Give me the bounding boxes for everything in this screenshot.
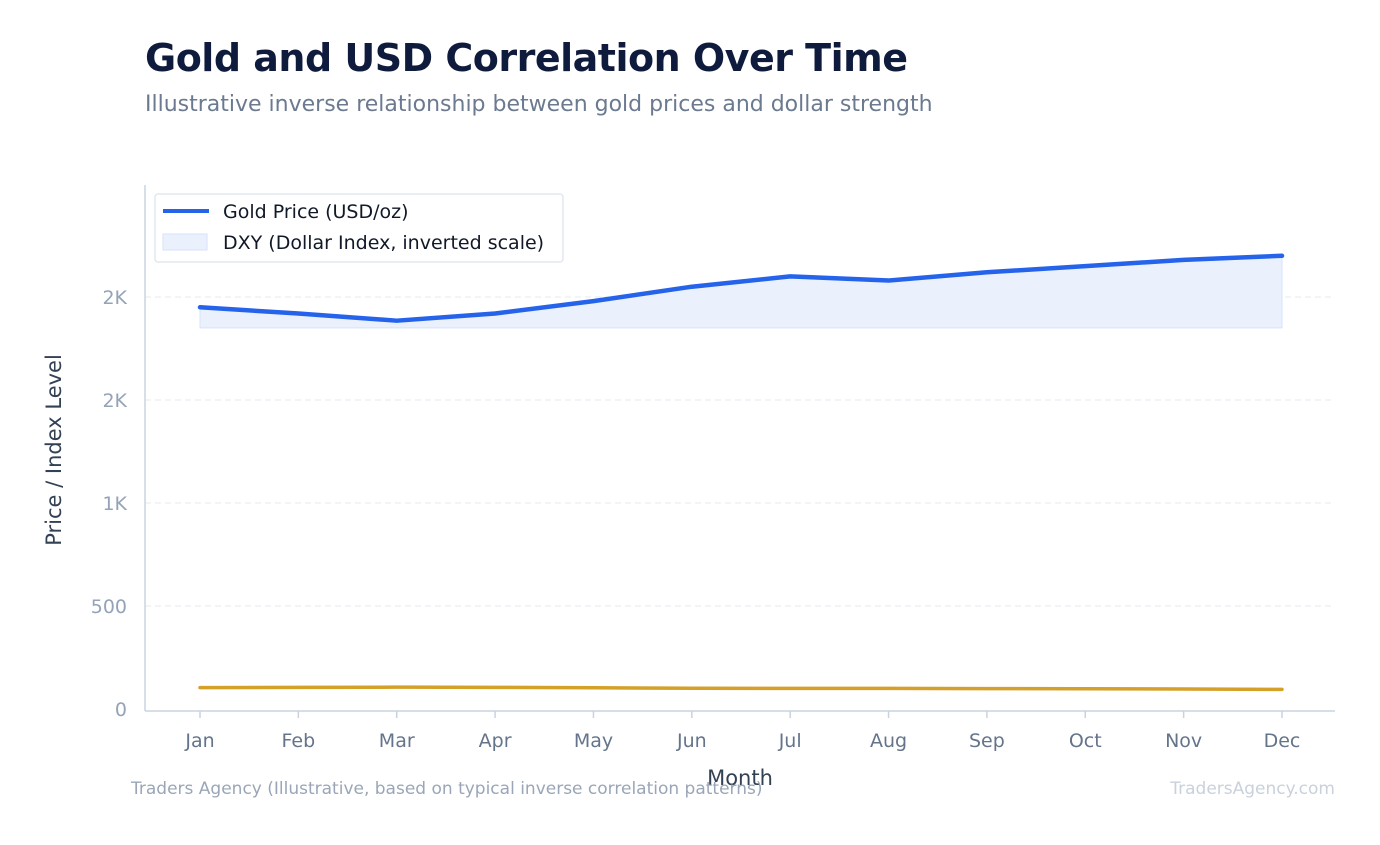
x-tick-label: Mar (379, 730, 415, 752)
x-tick-label: Feb (282, 730, 316, 752)
x-tick-label: Apr (479, 730, 512, 752)
y-tick-label: 1K (102, 493, 127, 515)
y-tick-label: 2K (102, 390, 127, 412)
x-tick-label: Sep (969, 730, 1005, 752)
series-lines (197, 253, 1285, 692)
x-axis-label: Month (707, 766, 773, 790)
legend-dxy-label: DXY (Dollar Index, inverted scale) (223, 232, 544, 254)
chart-title: Gold and USD Correlation Over Time (145, 36, 908, 80)
x-tick-label: Aug (870, 730, 907, 752)
x-tick-label: Dec (1264, 730, 1301, 752)
legend: Gold Price (USD/oz) DXY (Dollar Index, i… (154, 193, 564, 263)
x-tick-label: Oct (1069, 730, 1102, 752)
y-tick-labels: 0 500 1K 2K 2K (91, 287, 128, 721)
x-tick-label: Jun (676, 730, 707, 752)
y-axis-label: Price / Index Level (42, 354, 66, 546)
gridlines (145, 296, 1335, 607)
y-tick-label: 500 (91, 596, 127, 618)
x-tick-labels: Jan Feb Mar Apr May Jun Jul Aug Sep Oct Nov Dec (184, 711, 1300, 752)
legend-gold-label: Gold Price (USD/oz) (223, 201, 409, 223)
dxy-line (198, 685, 1284, 692)
x-tick-label: Nov (1165, 730, 1202, 752)
gold-price-line (197, 253, 1285, 323)
x-tick-label: Jul (778, 730, 802, 752)
legend-dxy-swatch (162, 233, 208, 251)
legend-box (154, 193, 564, 263)
axes (144, 185, 1335, 712)
brand-watermark: TradersAgency.com (1170, 779, 1335, 799)
x-tick-label: May (574, 730, 613, 752)
chart-subtitle: Illustrative inverse relationship betwee… (145, 92, 933, 117)
x-tick-label: Jan (184, 730, 214, 752)
source-note: Traders Agency (Illustrative, based on t… (131, 779, 763, 799)
y-tick-label: 2K (102, 287, 127, 309)
y-tick-label: 0 (115, 699, 127, 721)
